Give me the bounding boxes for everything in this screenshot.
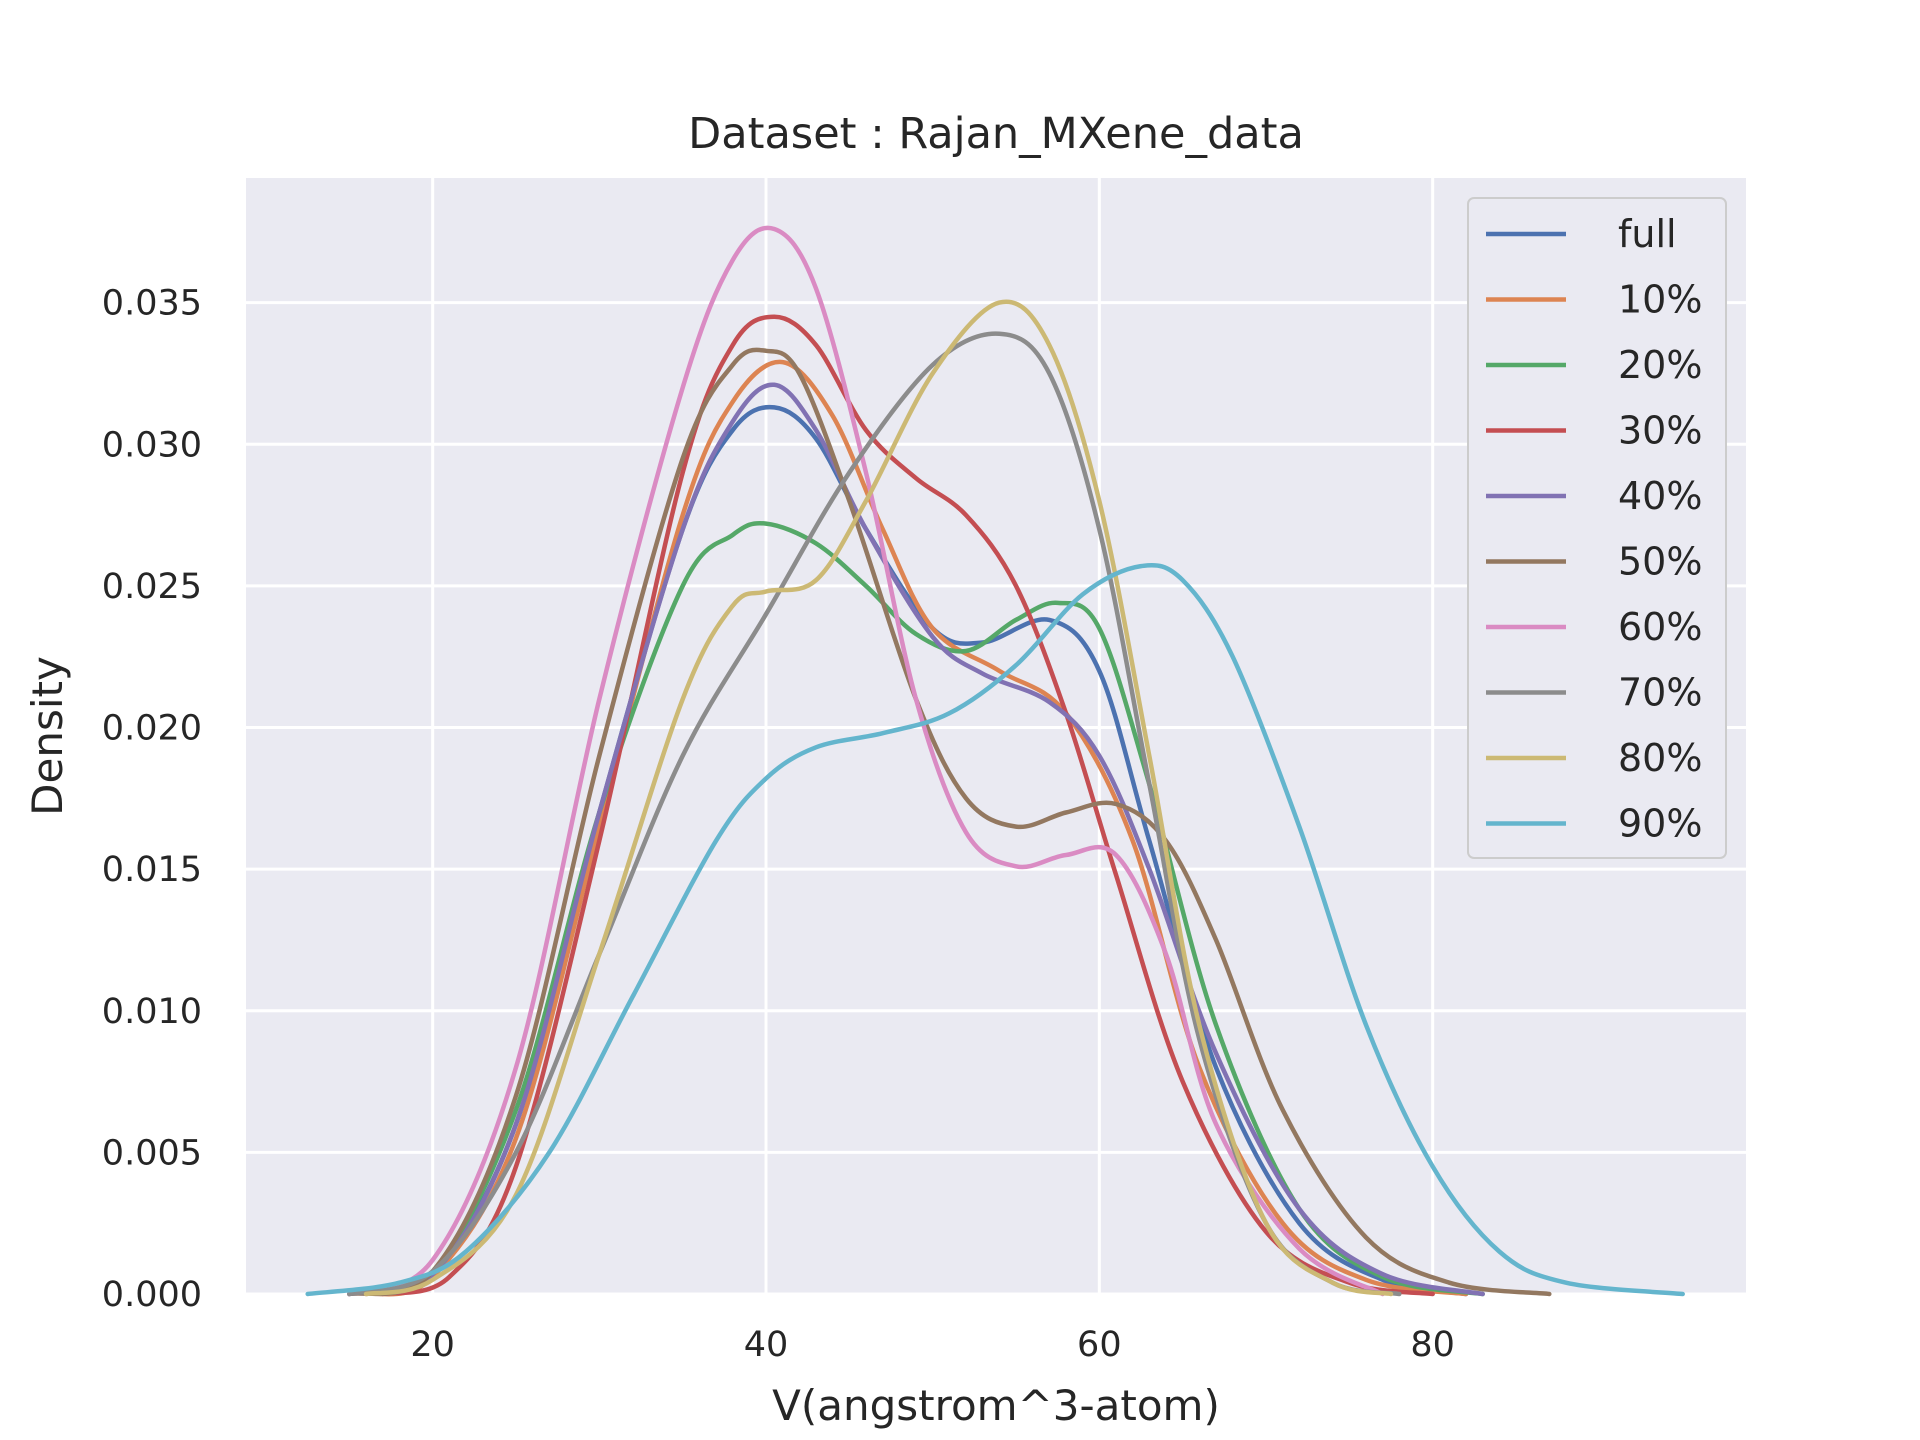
- series-line-90pct: [305, 562, 1685, 1297]
- series-line-50pct: [347, 347, 1552, 1297]
- series-line-80pct: [363, 299, 1394, 1297]
- legend-label: 10%: [1618, 278, 1702, 322]
- y-tick-label: 0.020: [102, 709, 202, 749]
- x-axis-title: V(angstrom^3-atom): [772, 1381, 1220, 1430]
- x-tick-label: 60: [1077, 1325, 1122, 1365]
- y-tick-label: 0.005: [102, 1133, 202, 1173]
- y-tick-label: 0.025: [102, 567, 202, 607]
- legend-label: 70%: [1618, 671, 1702, 715]
- x-tick-label: 80: [1410, 1325, 1455, 1365]
- legend: full 10% 20% 30% 40% 50% 60% 70% 80% 90%: [1467, 197, 1727, 859]
- legend-label: 30%: [1618, 409, 1702, 453]
- y-tick-label: 0.035: [102, 284, 202, 324]
- y-tick-label: 0.010: [102, 992, 202, 1032]
- series-layer: [305, 225, 1685, 1297]
- legend-label: 40%: [1618, 474, 1702, 518]
- y-tick-label: 0.000: [102, 1275, 202, 1315]
- x-tick-labels: 20 40 60 80: [410, 1325, 1455, 1365]
- y-tick-label: 0.030: [102, 425, 202, 465]
- y-tick-labels: 0.000 0.005 0.010 0.015 0.020 0.025 0.030 0.035: [102, 284, 202, 1315]
- legend-label: 20%: [1618, 343, 1702, 387]
- series-line-70pct: [347, 331, 1402, 1297]
- legend-label: 60%: [1618, 605, 1702, 649]
- x-tick-label: 20: [410, 1325, 455, 1365]
- x-tick-label: 40: [744, 1325, 789, 1365]
- chart-title: Dataset : Rajan_MXene_data: [688, 109, 1304, 159]
- series-line-40pct: [347, 382, 1485, 1297]
- legend-label: 80%: [1618, 736, 1702, 780]
- series-line-60pct: [347, 225, 1385, 1297]
- y-axis-title: Density: [23, 656, 72, 816]
- legend-label: 50%: [1618, 540, 1702, 584]
- legend-label: 90%: [1618, 802, 1702, 846]
- y-tick-label: 0.015: [102, 850, 202, 890]
- legend-label: full: [1618, 212, 1677, 256]
- series-line-30pct: [380, 314, 1435, 1297]
- series-line-20pct: [347, 520, 1485, 1297]
